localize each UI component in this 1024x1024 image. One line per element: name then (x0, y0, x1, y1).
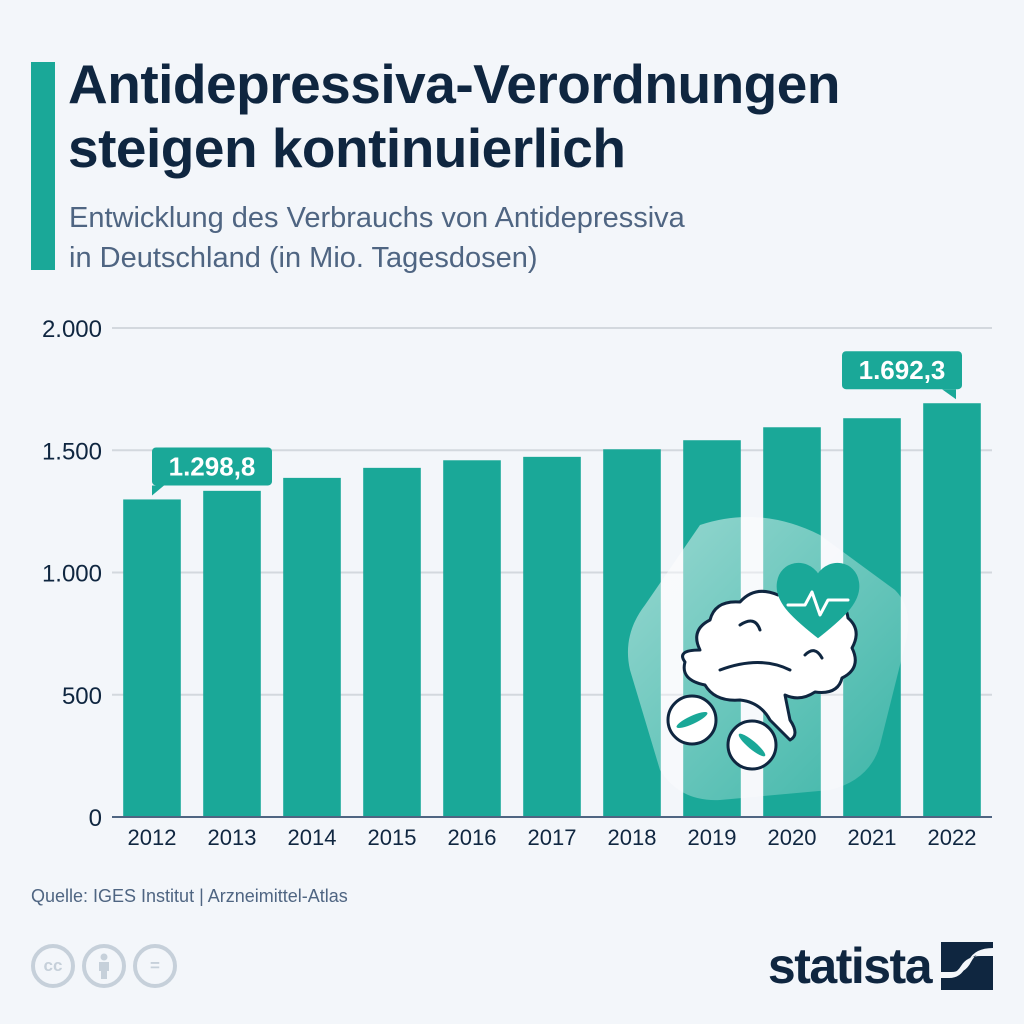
pill-icon (726, 719, 778, 771)
annotation-label: 1.298,8 (169, 451, 256, 481)
attribution-icon[interactable] (82, 944, 126, 988)
x-axis-ticks: 2012 2013 2014 2015 2016 2017 2018 2019 2020 2021… (128, 825, 977, 850)
annotation-tail (152, 485, 164, 496)
subtitle-line-1: Entwicklung des Verbrauchs von Antidepre… (69, 202, 685, 234)
x-tick-label: 2017 (528, 825, 577, 850)
y-tick-label: 500 (62, 683, 102, 710)
bar-2015[interactable] (363, 467, 421, 817)
source-note: Quelle: IGES Institut | Arzneimittel-Atl… (31, 886, 348, 906)
value-annotation: 1.692,3 (842, 351, 962, 400)
x-tick-label: 2022 (928, 825, 977, 850)
title-accent-bar (31, 62, 55, 270)
pill-icon (666, 694, 718, 746)
y-tick-label: 1.000 (42, 561, 102, 588)
brain-heart-pills-icon (627, 517, 909, 801)
heart-pulse-icon (776, 562, 860, 639)
bar-2016[interactable] (443, 460, 501, 817)
title-line-1: Antidepressiva-Verordnungen (68, 53, 840, 115)
y-tick-label: 2.000 (42, 316, 102, 343)
bar-2012[interactable] (123, 499, 181, 817)
value-annotations: 1.298,8 1.692,3 (152, 351, 962, 496)
bar-2022[interactable] (923, 403, 981, 817)
y-tick-label: 1.500 (42, 438, 102, 465)
chart-title: Antidepressiva-Verordnungen steigen kont… (68, 52, 840, 180)
y-tick-label: 0 (89, 805, 102, 832)
bar-2017[interactable] (523, 456, 581, 817)
cc-icon[interactable]: cc (31, 944, 75, 988)
x-tick-label: 2021 (848, 825, 897, 850)
y-axis-ticks: 0 500 1.000 1.500 2.000 (42, 316, 102, 832)
chart-subtitle: Entwicklung des Verbrauchs von Antidepre… (69, 198, 685, 278)
statista-logo[interactable]: statista (768, 938, 993, 994)
title-line-2: steigen kontinuierlich (68, 117, 626, 179)
bar-2013[interactable] (203, 490, 261, 817)
x-tick-label: 2012 (128, 825, 177, 850)
subtitle-line-2: in Deutschland (in Mio. Tagesdosen) (69, 242, 538, 274)
no-derivatives-icon[interactable]: = (133, 944, 177, 988)
x-tick-label: 2018 (608, 825, 657, 850)
value-annotation: 1.298,8 (152, 447, 272, 496)
statista-mark-icon (941, 942, 993, 990)
annotation-tail (942, 389, 956, 400)
x-tick-label: 2019 (688, 825, 737, 850)
x-tick-label: 2020 (768, 825, 817, 850)
annotation-label: 1.692,3 (859, 355, 946, 385)
x-tick-label: 2015 (368, 825, 417, 850)
x-tick-label: 2016 (448, 825, 497, 850)
license-icons: cc = (31, 944, 177, 988)
x-tick-label: 2014 (288, 825, 337, 850)
annotation-bubble (152, 447, 272, 486)
x-tick-label: 2013 (208, 825, 257, 850)
bar-2014[interactable] (283, 477, 341, 817)
annotation-bubble (842, 351, 962, 390)
brand-name: statista (767, 938, 933, 994)
